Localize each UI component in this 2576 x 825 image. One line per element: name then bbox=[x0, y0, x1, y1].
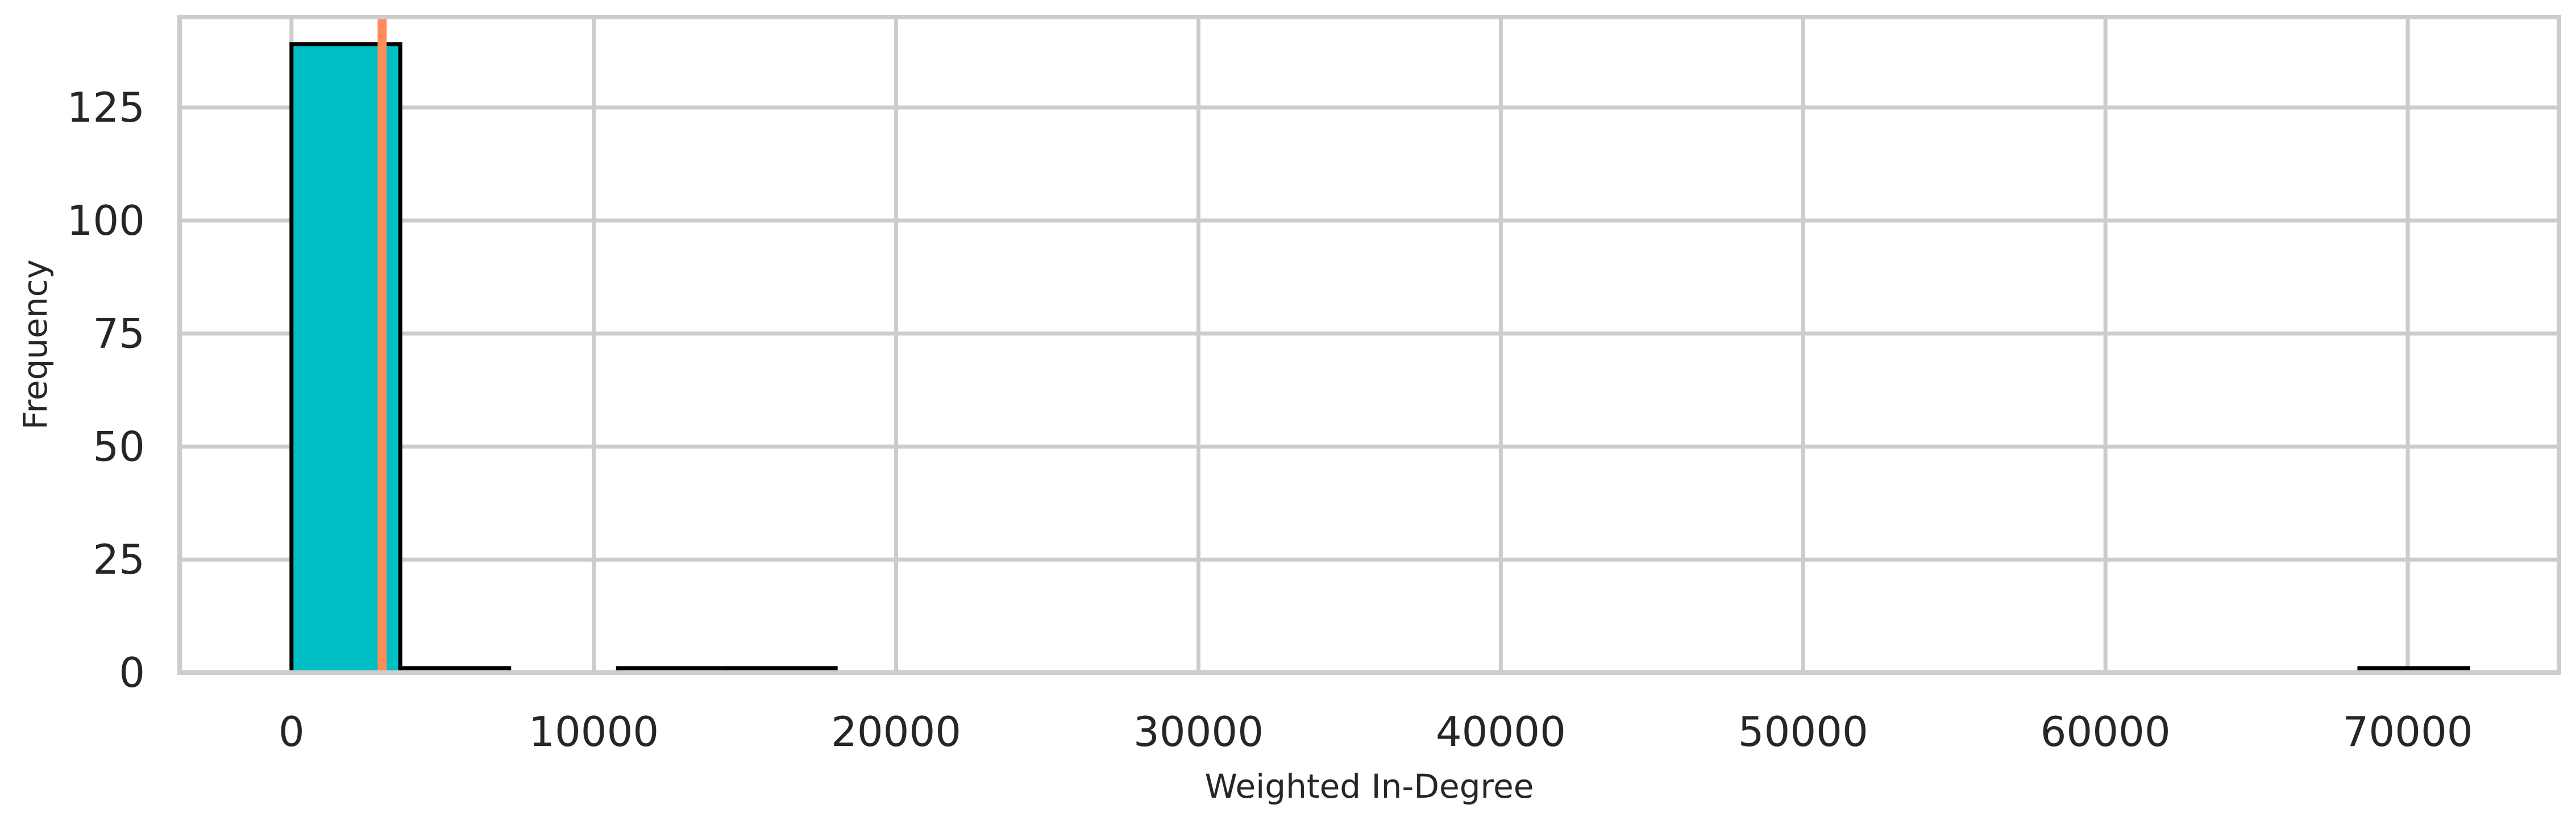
x-tick-label: 20000 bbox=[831, 708, 961, 756]
y-tick-labels: 0 25 50 75 100 125 bbox=[67, 84, 145, 697]
x-tick-labels: 0 10000 20000 30000 40000 50000 60000 70000 bbox=[279, 708, 2473, 756]
x-tick-label: 30000 bbox=[1133, 708, 1264, 756]
histogram-bars bbox=[289, 42, 2470, 675]
plot-frame bbox=[177, 15, 2561, 675]
y-tick-label: 25 bbox=[93, 536, 145, 583]
x-tick-label: 0 bbox=[279, 708, 305, 756]
y-axis-label: Frequency bbox=[16, 259, 55, 430]
y-tick-label: 75 bbox=[93, 310, 145, 358]
x-tick-label: 10000 bbox=[529, 708, 659, 756]
x-axis-label: Weighted In-Degree bbox=[1205, 767, 1534, 806]
y-tick-label: 0 bbox=[119, 649, 145, 697]
x-tick-label: 40000 bbox=[1436, 708, 1566, 756]
y-tick-label: 100 bbox=[67, 197, 145, 244]
y-tick-label: 125 bbox=[67, 84, 145, 131]
y-tick-label: 50 bbox=[93, 422, 145, 470]
x-tick-label: 70000 bbox=[2343, 708, 2473, 756]
x-tick-label: 50000 bbox=[1738, 708, 1868, 756]
grid bbox=[180, 17, 2559, 675]
x-tick-label: 60000 bbox=[2041, 708, 2171, 756]
